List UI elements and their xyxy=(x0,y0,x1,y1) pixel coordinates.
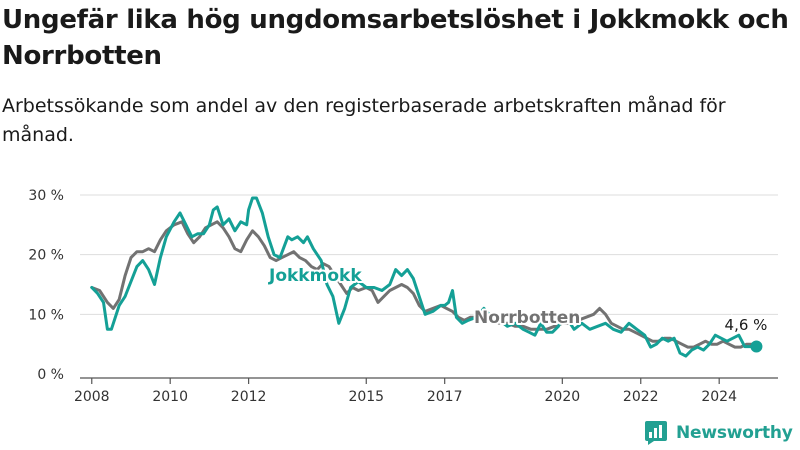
x-tick-label: 2012 xyxy=(231,389,267,405)
y-tick-label: 20 % xyxy=(28,248,64,264)
series-lines xyxy=(90,196,763,358)
brand-name: Newsworthy xyxy=(676,423,793,443)
x-tick-label: 2020 xyxy=(545,389,581,405)
x-tick-label: 2008 xyxy=(74,389,110,405)
newsworthy-logo-icon xyxy=(645,421,667,445)
x-tick-label: 2024 xyxy=(701,389,737,405)
y-axis-ticks: 0 % 10 % 20 % 30 % xyxy=(28,188,64,383)
series-label-jokkmokk: Jokkmokk xyxy=(268,266,362,286)
series-label-norrbotten: Norrbotten xyxy=(474,308,580,328)
chart-subtitle: Arbetssökande som andel av den registerb… xyxy=(2,95,726,146)
y-tick-label: 0 % xyxy=(37,367,64,383)
x-tick-label: 2022 xyxy=(623,389,659,405)
series-line-norrbotten xyxy=(90,220,754,349)
chart-title: Ungefär lika hög ungdomsarbetslöshet i J… xyxy=(2,5,789,71)
newsworthy-logo: Newsworthy xyxy=(644,418,793,448)
series-line-jokkmokk xyxy=(90,196,758,358)
x-tick-label: 2015 xyxy=(348,389,384,405)
y-tick-label: 30 % xyxy=(28,188,64,204)
last-value-marker xyxy=(750,340,763,353)
x-axis: 2008 2010 2012 2015 2017 2020 2022 2024 xyxy=(74,377,778,405)
series-labels: Jokkmokk Norrbotten 4,6 % xyxy=(266,264,769,336)
x-tick-label: 2017 xyxy=(427,389,463,405)
x-tick-label: 2010 xyxy=(152,389,188,405)
grid-lines xyxy=(80,194,778,315)
last-value-label: 4,6 % xyxy=(725,316,768,334)
y-tick-label: 10 % xyxy=(28,307,64,323)
